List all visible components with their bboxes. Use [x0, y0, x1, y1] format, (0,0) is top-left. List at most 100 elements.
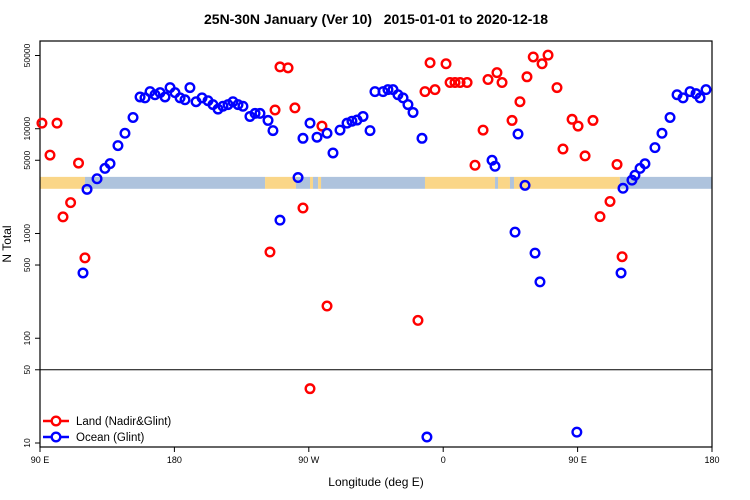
data-point-ocean	[184, 82, 196, 94]
data-point-ocean	[237, 100, 249, 112]
data-point-land	[482, 74, 494, 86]
data-point-land	[572, 120, 584, 132]
data-point-ocean	[112, 140, 124, 152]
legend-label-land: Land (Nadir&Glint)	[76, 416, 171, 428]
data-point-ocean	[694, 92, 706, 104]
data-point-land	[79, 252, 91, 264]
data-point-ocean	[304, 117, 316, 129]
data-point-land	[579, 150, 591, 162]
data-point-ocean	[119, 127, 131, 139]
data-point-land	[282, 62, 294, 74]
data-point-land	[604, 195, 616, 207]
data-point-land	[496, 77, 508, 89]
data-point-ocean	[639, 158, 651, 170]
data-point-land	[65, 197, 77, 209]
data-point-land	[269, 104, 281, 116]
data-point-land	[514, 96, 526, 108]
y-tick-label: 500	[22, 258, 32, 272]
data-point-land	[461, 77, 473, 89]
data-point-ocean	[127, 111, 139, 123]
data-point-ocean	[656, 127, 668, 139]
x-tick-label: 180	[167, 455, 182, 465]
data-point-land	[57, 211, 69, 223]
data-point-land	[412, 314, 424, 326]
data-point-ocean	[664, 111, 676, 123]
data-point-land	[594, 211, 606, 223]
surface-band-segment-land	[424, 176, 496, 189]
data-point-ocean	[357, 110, 369, 122]
legend-label-ocean: Ocean (Glint)	[76, 432, 145, 444]
data-point-ocean	[421, 431, 433, 443]
y-tick-label: 10000	[22, 117, 32, 141]
data-point-ocean	[149, 89, 161, 101]
data-point-land	[289, 102, 301, 114]
surface-band-segment-ocean	[321, 176, 425, 189]
data-point-land	[566, 113, 578, 125]
data-point-ocean	[519, 179, 531, 191]
data-point-ocean	[134, 91, 146, 103]
data-point-land	[419, 86, 431, 98]
data-point-ocean	[402, 99, 414, 111]
data-point-ocean	[292, 172, 304, 184]
data-point-ocean	[364, 125, 376, 137]
data-point-ocean	[534, 276, 546, 288]
y-tick-label: 1000	[22, 224, 32, 243]
data-point-land	[557, 143, 569, 155]
legend-ocean-circle-icon	[50, 431, 62, 443]
data-point-land	[536, 58, 548, 70]
data-point-ocean	[346, 115, 358, 127]
data-point-ocean	[700, 84, 712, 96]
data-point-ocean	[649, 142, 661, 154]
data-point-land	[316, 120, 328, 132]
legend: Land (Nadir&Glint) Ocean (Glint)	[43, 415, 171, 444]
surface-band-segment-land	[309, 176, 313, 189]
surface-band-segment-land	[265, 176, 296, 189]
data-point-land	[587, 114, 599, 126]
data-point-ocean	[249, 107, 261, 119]
data-point-ocean	[232, 99, 244, 111]
chart-title: 25N-30N January (Ver 10) 2015-01-01 to 2…	[204, 11, 548, 27]
surface-band-segment-ocean	[495, 176, 499, 189]
data-point-land	[506, 114, 518, 126]
data-point-land	[491, 67, 503, 79]
data-point-land	[321, 300, 333, 312]
data-point-land	[542, 49, 554, 61]
data-point-ocean	[489, 160, 501, 172]
data-point-ocean	[677, 92, 689, 104]
y-tick-label: 50000	[22, 43, 32, 67]
x-tick-label: 90 E	[568, 455, 587, 465]
data-point-land	[44, 149, 56, 161]
surface-band-segment-ocean	[619, 176, 712, 189]
data-point-ocean	[297, 132, 309, 144]
data-point-land	[304, 383, 316, 395]
data-point-land	[469, 159, 481, 171]
surface-band-segment-ocean	[295, 176, 310, 189]
data-point-land	[51, 117, 63, 129]
data-point-ocean	[159, 91, 171, 103]
data-point-ocean	[512, 128, 524, 140]
surface-band-segment-land	[318, 176, 322, 189]
x-axis-label: Longitude (deg E)	[328, 475, 423, 489]
data-point-land	[551, 82, 563, 94]
y-tick-label: 50	[22, 365, 32, 375]
data-point-ocean	[217, 100, 229, 112]
data-point-land	[521, 71, 533, 83]
data-point-ocean	[81, 183, 93, 195]
data-point-land	[440, 58, 452, 70]
data-point-ocean	[104, 158, 116, 170]
surface-band-segment-land	[513, 176, 620, 189]
data-point-ocean	[262, 114, 274, 126]
surface-band-segment-ocean	[509, 176, 514, 189]
data-point-land	[264, 246, 276, 258]
data-point-ocean	[684, 86, 696, 98]
data-point-land	[424, 57, 436, 69]
surface-band-segment-land	[498, 176, 510, 189]
data-point-ocean	[91, 173, 103, 185]
x-tick-label: 90 W	[298, 455, 320, 465]
data-point-land	[73, 157, 85, 169]
plot-layers: 90 E 180 90 W 0 90 E 180 10 50 100 500 1000 5000 100…	[22, 40, 720, 465]
y-tick-label: 5000	[22, 151, 32, 170]
data-point-land	[527, 51, 539, 63]
